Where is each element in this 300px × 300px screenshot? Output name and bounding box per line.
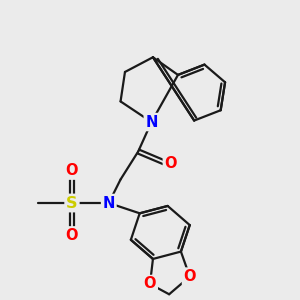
Text: O: O: [164, 156, 177, 171]
Text: N: N: [145, 115, 158, 130]
Text: O: O: [184, 269, 196, 284]
Text: O: O: [66, 228, 78, 243]
Text: N: N: [103, 196, 115, 211]
Text: O: O: [144, 277, 156, 292]
Text: S: S: [66, 196, 78, 211]
Text: O: O: [66, 163, 78, 178]
